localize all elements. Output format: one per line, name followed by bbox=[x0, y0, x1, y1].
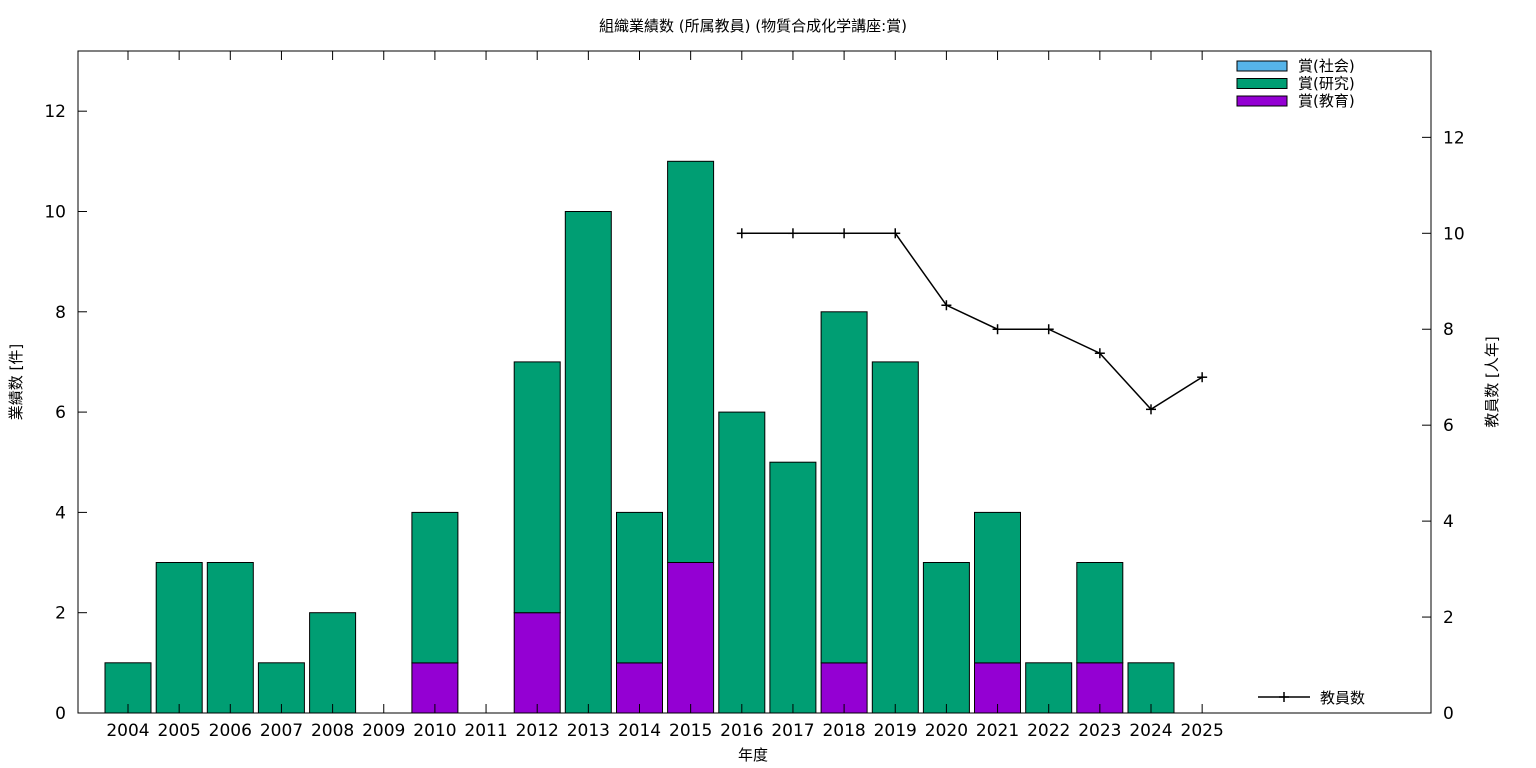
y-tick-label-4: 4 bbox=[55, 503, 66, 523]
bar-2019-賞(研究) bbox=[871, 361, 919, 714]
bar-2008-賞(研究) bbox=[309, 612, 357, 714]
x-tick-label-2004: 2004 bbox=[106, 721, 149, 741]
x-tick-label-2009: 2009 bbox=[362, 721, 405, 741]
x-tick-label-2025: 2025 bbox=[1181, 721, 1224, 741]
bar-2020-賞(研究) bbox=[922, 562, 970, 714]
bar-2023-賞(研究) bbox=[1076, 562, 1124, 664]
chart-title: 組織業績数 (所属教員) (物質合成化学講座:賞) bbox=[599, 17, 907, 35]
x-tick-label-2022: 2022 bbox=[1027, 721, 1070, 741]
x-tick-label-2016: 2016 bbox=[720, 721, 763, 741]
x-tick-label-2011: 2011 bbox=[464, 721, 507, 741]
staff-point-2024 bbox=[1146, 404, 1156, 415]
x-tick-label-2019: 2019 bbox=[874, 721, 917, 741]
bar-2013-賞(研究) bbox=[564, 211, 612, 714]
bar-2018-賞(研究) bbox=[820, 311, 868, 664]
y-tick-label-12: 12 bbox=[44, 102, 66, 122]
x-tick-label-2007: 2007 bbox=[260, 721, 303, 741]
staff-point-2017 bbox=[787, 228, 798, 239]
legend-swatch-賞(研究) bbox=[1236, 78, 1288, 89]
x-tick-label-2010: 2010 bbox=[413, 721, 456, 741]
x-tick-label-2024: 2024 bbox=[1129, 721, 1172, 741]
staff-point-2022 bbox=[1043, 324, 1054, 335]
x-tick-label-2014: 2014 bbox=[618, 721, 661, 741]
x-tick-label-2021: 2021 bbox=[976, 721, 1019, 741]
y2-tick-label-6: 6 bbox=[1443, 416, 1454, 436]
legend-label-教員数: 教員数 bbox=[1320, 689, 1365, 707]
staff-count-line bbox=[741, 232, 1203, 411]
y-tick-label-2: 2 bbox=[55, 604, 66, 624]
ticks-group bbox=[78, 51, 1431, 714]
bar-2006-賞(研究) bbox=[206, 562, 254, 714]
x-tick-label-2013: 2013 bbox=[567, 721, 610, 741]
y-tick-label-10: 10 bbox=[44, 202, 66, 222]
staff-point-2021 bbox=[992, 324, 1003, 335]
x-tick-labels: 2004 2005 2006 2007 2008 2009 2010 2011 2012 2013… bbox=[106, 721, 1223, 741]
x-tick-label-2020: 2020 bbox=[925, 721, 968, 741]
bar-2005-賞(研究) bbox=[155, 562, 203, 714]
legend-label-賞(研究): 賞(研究) bbox=[1298, 75, 1355, 93]
legend: 賞(社会)賞(研究)賞(教育) 教員数 bbox=[1236, 57, 1365, 707]
y2-tick-labels: 0 2 4 6 8 10 12 bbox=[1443, 128, 1465, 724]
x-axis-title: 年度 bbox=[738, 746, 768, 764]
bar-2015-賞(研究) bbox=[667, 160, 715, 564]
staff-point-2016 bbox=[736, 228, 747, 239]
staff-point-2023 bbox=[1094, 348, 1105, 359]
y2-axis-title: 教員数 [人年] bbox=[1483, 336, 1501, 427]
y-axis-title: 業績数 [件] bbox=[7, 344, 25, 420]
bars-group bbox=[104, 160, 1175, 714]
x-tick-label-2008: 2008 bbox=[311, 721, 354, 741]
staff-point-2018 bbox=[839, 228, 850, 239]
staff-line-group bbox=[736, 228, 1208, 415]
y2-tick-label-4: 4 bbox=[1443, 512, 1454, 532]
bar-2014-賞(研究) bbox=[616, 511, 663, 664]
bar-2016-賞(研究) bbox=[718, 411, 766, 714]
y2-tick-label-2: 2 bbox=[1443, 608, 1454, 628]
y-tick-label-8: 8 bbox=[55, 303, 66, 323]
bar-2010-賞(研究) bbox=[411, 511, 459, 664]
legend-marker-教員数 bbox=[1279, 692, 1289, 702]
y-tick-labels: 0 2 4 6 8 10 12 bbox=[44, 102, 66, 724]
y2-tick-label-10: 10 bbox=[1443, 224, 1465, 244]
legend-swatch-賞(教育) bbox=[1236, 95, 1288, 107]
bar-2021-賞(研究) bbox=[974, 511, 1021, 664]
staff-point-2019 bbox=[890, 228, 901, 239]
y2-tick-label-8: 8 bbox=[1443, 320, 1454, 340]
y-tick-label-0: 0 bbox=[55, 704, 66, 724]
staff-point-2020 bbox=[941, 300, 952, 311]
bar-2012-賞(教育) bbox=[513, 612, 561, 714]
x-tick-label-2005: 2005 bbox=[158, 721, 201, 741]
legend-swatch-賞(社会) bbox=[1236, 60, 1288, 72]
x-tick-label-2015: 2015 bbox=[669, 721, 712, 741]
x-tick-label-2017: 2017 bbox=[771, 721, 814, 741]
legend-label-賞(社会): 賞(社会) bbox=[1298, 57, 1355, 75]
x-tick-label-2018: 2018 bbox=[822, 721, 865, 741]
plot-frame bbox=[77, 50, 1432, 714]
legend-label-賞(教育): 賞(教育) bbox=[1298, 92, 1355, 110]
staff-point-2025 bbox=[1197, 372, 1208, 383]
x-tick-label-2012: 2012 bbox=[516, 721, 559, 741]
bar-2017-賞(研究) bbox=[769, 461, 817, 714]
x-tick-label-2006: 2006 bbox=[209, 721, 252, 741]
bar-2012-賞(研究) bbox=[513, 361, 561, 614]
y2-tick-label-0: 0 bbox=[1443, 704, 1454, 724]
bar-2015-賞(教育) bbox=[667, 562, 715, 714]
y2-tick-label-12: 12 bbox=[1443, 128, 1465, 148]
x-tick-label-2023: 2023 bbox=[1078, 721, 1121, 741]
y-tick-label-6: 6 bbox=[55, 403, 66, 423]
